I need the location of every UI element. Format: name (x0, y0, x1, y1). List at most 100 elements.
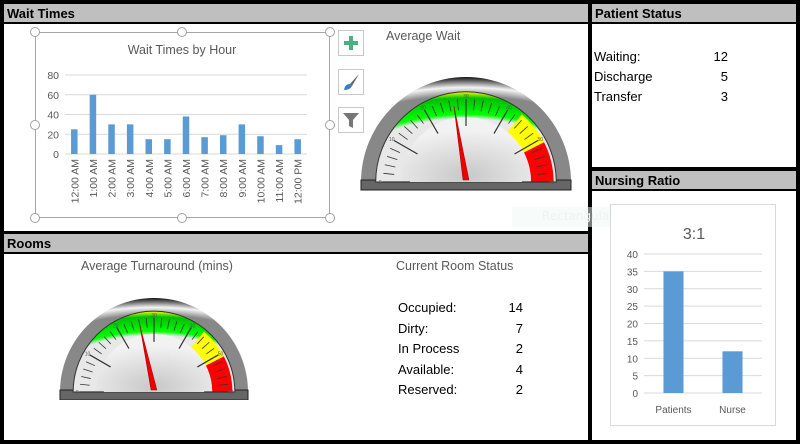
gauge-tick-label: 20 (420, 106, 426, 112)
chart-styles-button[interactable] (338, 69, 364, 95)
resize-handle[interactable] (30, 213, 40, 223)
gauge-minor-tick (196, 336, 205, 345)
nursing-ratio-header: Nursing Ratio (592, 171, 796, 191)
x-tick-label: 12:00 PM (293, 159, 305, 204)
gauge-tick-label: 30 (463, 94, 469, 100)
resize-handle[interactable] (177, 27, 187, 37)
gauge-major-tick (178, 327, 192, 349)
x-tick-label: 11:00 AM (274, 159, 286, 203)
y-tick-label: 5 (632, 372, 638, 383)
bar (722, 351, 743, 393)
turnaround-gauge: 0 10 20 30 40 50 60 (59, 298, 249, 400)
bar (663, 271, 684, 393)
status-label: Reserved: (398, 382, 458, 397)
resize-handle[interactable] (30, 120, 40, 130)
x-tick-label: 9:00 AM (237, 159, 249, 198)
gauge-minor-tick (212, 361, 223, 367)
bar (108, 124, 115, 154)
x-tick-label: 2:00 AM (107, 159, 119, 198)
status-label: Available: (398, 361, 455, 377)
status-label: Occupied: (398, 300, 457, 315)
x-tick-label: 1:00 AM (88, 159, 100, 198)
gauge-major-tick (197, 354, 219, 368)
bar (257, 136, 264, 154)
gauge-minor-tick (384, 164, 396, 168)
bar (71, 129, 78, 154)
gauge-minor-tick (416, 114, 424, 124)
resize-handle[interactable] (325, 120, 335, 130)
y-tick-label: 20 (627, 320, 639, 331)
resize-handle[interactable] (177, 213, 187, 223)
gauge-minor-tick (160, 317, 163, 328)
gauge-yellow-zone (507, 114, 545, 153)
y-tick-label: 35 (627, 267, 639, 278)
chart-filters-button[interactable] (338, 107, 364, 133)
gauge-minor-tick (173, 321, 178, 331)
status-label: In Process (398, 341, 460, 356)
status-value: 4 (515, 361, 523, 377)
bar (89, 94, 97, 154)
status-label: Waiting: (594, 49, 641, 64)
resize-handle[interactable] (325, 27, 335, 37)
y-tick-label: 30 (627, 285, 639, 296)
gauge-minor-tick (439, 102, 445, 114)
x-tick-label: 5:00 AM (162, 159, 174, 198)
turnaround-title: Average Turnaround (mins) (81, 259, 233, 273)
gauge-minor-tick (93, 347, 102, 355)
x-tick-label: 7:00 AM (200, 159, 212, 198)
rooms-header: Rooms (4, 234, 588, 254)
gauge-tick-label: 40 (506, 106, 512, 112)
bar (238, 124, 246, 154)
gauge-minor-tick (456, 99, 459, 111)
gauge-tick-label: 60 (228, 390, 234, 396)
gauge-tick-label: 0 (76, 390, 79, 396)
gauge-major-tick (514, 139, 539, 155)
gauge-minor-tick (109, 331, 117, 340)
gauge-tick-label: 10 (389, 137, 395, 143)
x-tick-label: 3:00 AM (125, 159, 137, 198)
bar (145, 139, 153, 154)
gauge-minor-tick (217, 376, 227, 379)
status-value: 7 (515, 320, 523, 336)
gauge-minor-tick (524, 132, 534, 140)
add-chart-element-icon (344, 36, 358, 50)
gauge-center (400, 117, 532, 182)
y-tick-label: 80 (47, 70, 59, 82)
gauge-center (95, 333, 213, 392)
gauge-minor-tick (83, 368, 93, 373)
y-tick-label: 60 (47, 90, 59, 102)
gauge-minor-tick (218, 383, 229, 386)
gauge-major-tick (393, 139, 418, 155)
x-tick-label: 8:00 AM (218, 159, 230, 198)
gauge-minor-tick (215, 368, 225, 373)
gauge-minor-tick (389, 147, 401, 153)
gauge-major-tick (89, 354, 111, 368)
chart-title: Wait Times by Hour (128, 43, 237, 57)
gauge-minor-tick (383, 172, 395, 175)
gauge-minor-tick (508, 114, 516, 124)
status-value: 2 (515, 382, 523, 397)
y-tick-label: 25 (627, 302, 639, 313)
gauge-minor-tick (398, 132, 408, 140)
status-label: Dirty: (398, 320, 429, 336)
chart-title: 3:1 (683, 226, 705, 243)
wait-times-chart[interactable] (35, 32, 330, 218)
bar (294, 139, 301, 154)
gauge-red-zone (523, 142, 554, 182)
gauge-minor-tick (536, 164, 548, 168)
patient-status-header: Patient Status (592, 4, 796, 24)
resize-handle[interactable] (325, 213, 335, 223)
gauge-minor-tick (495, 105, 501, 117)
gauge-tick-label: 0 (379, 180, 382, 186)
room-status-title: Current Room Status (396, 259, 514, 273)
gauge-tick-label: 50 (538, 137, 544, 143)
add-chart-element-button[interactable] (338, 30, 364, 56)
bar (275, 145, 283, 154)
gauge-minor-tick (103, 336, 112, 345)
gauge-tick-label: 10 (85, 352, 91, 358)
bar (219, 135, 227, 154)
resize-handle[interactable] (30, 27, 40, 37)
gauge-minor-tick (531, 147, 543, 153)
x-tick-label: Patients (655, 405, 691, 416)
gauge-minor-tick (201, 341, 210, 350)
